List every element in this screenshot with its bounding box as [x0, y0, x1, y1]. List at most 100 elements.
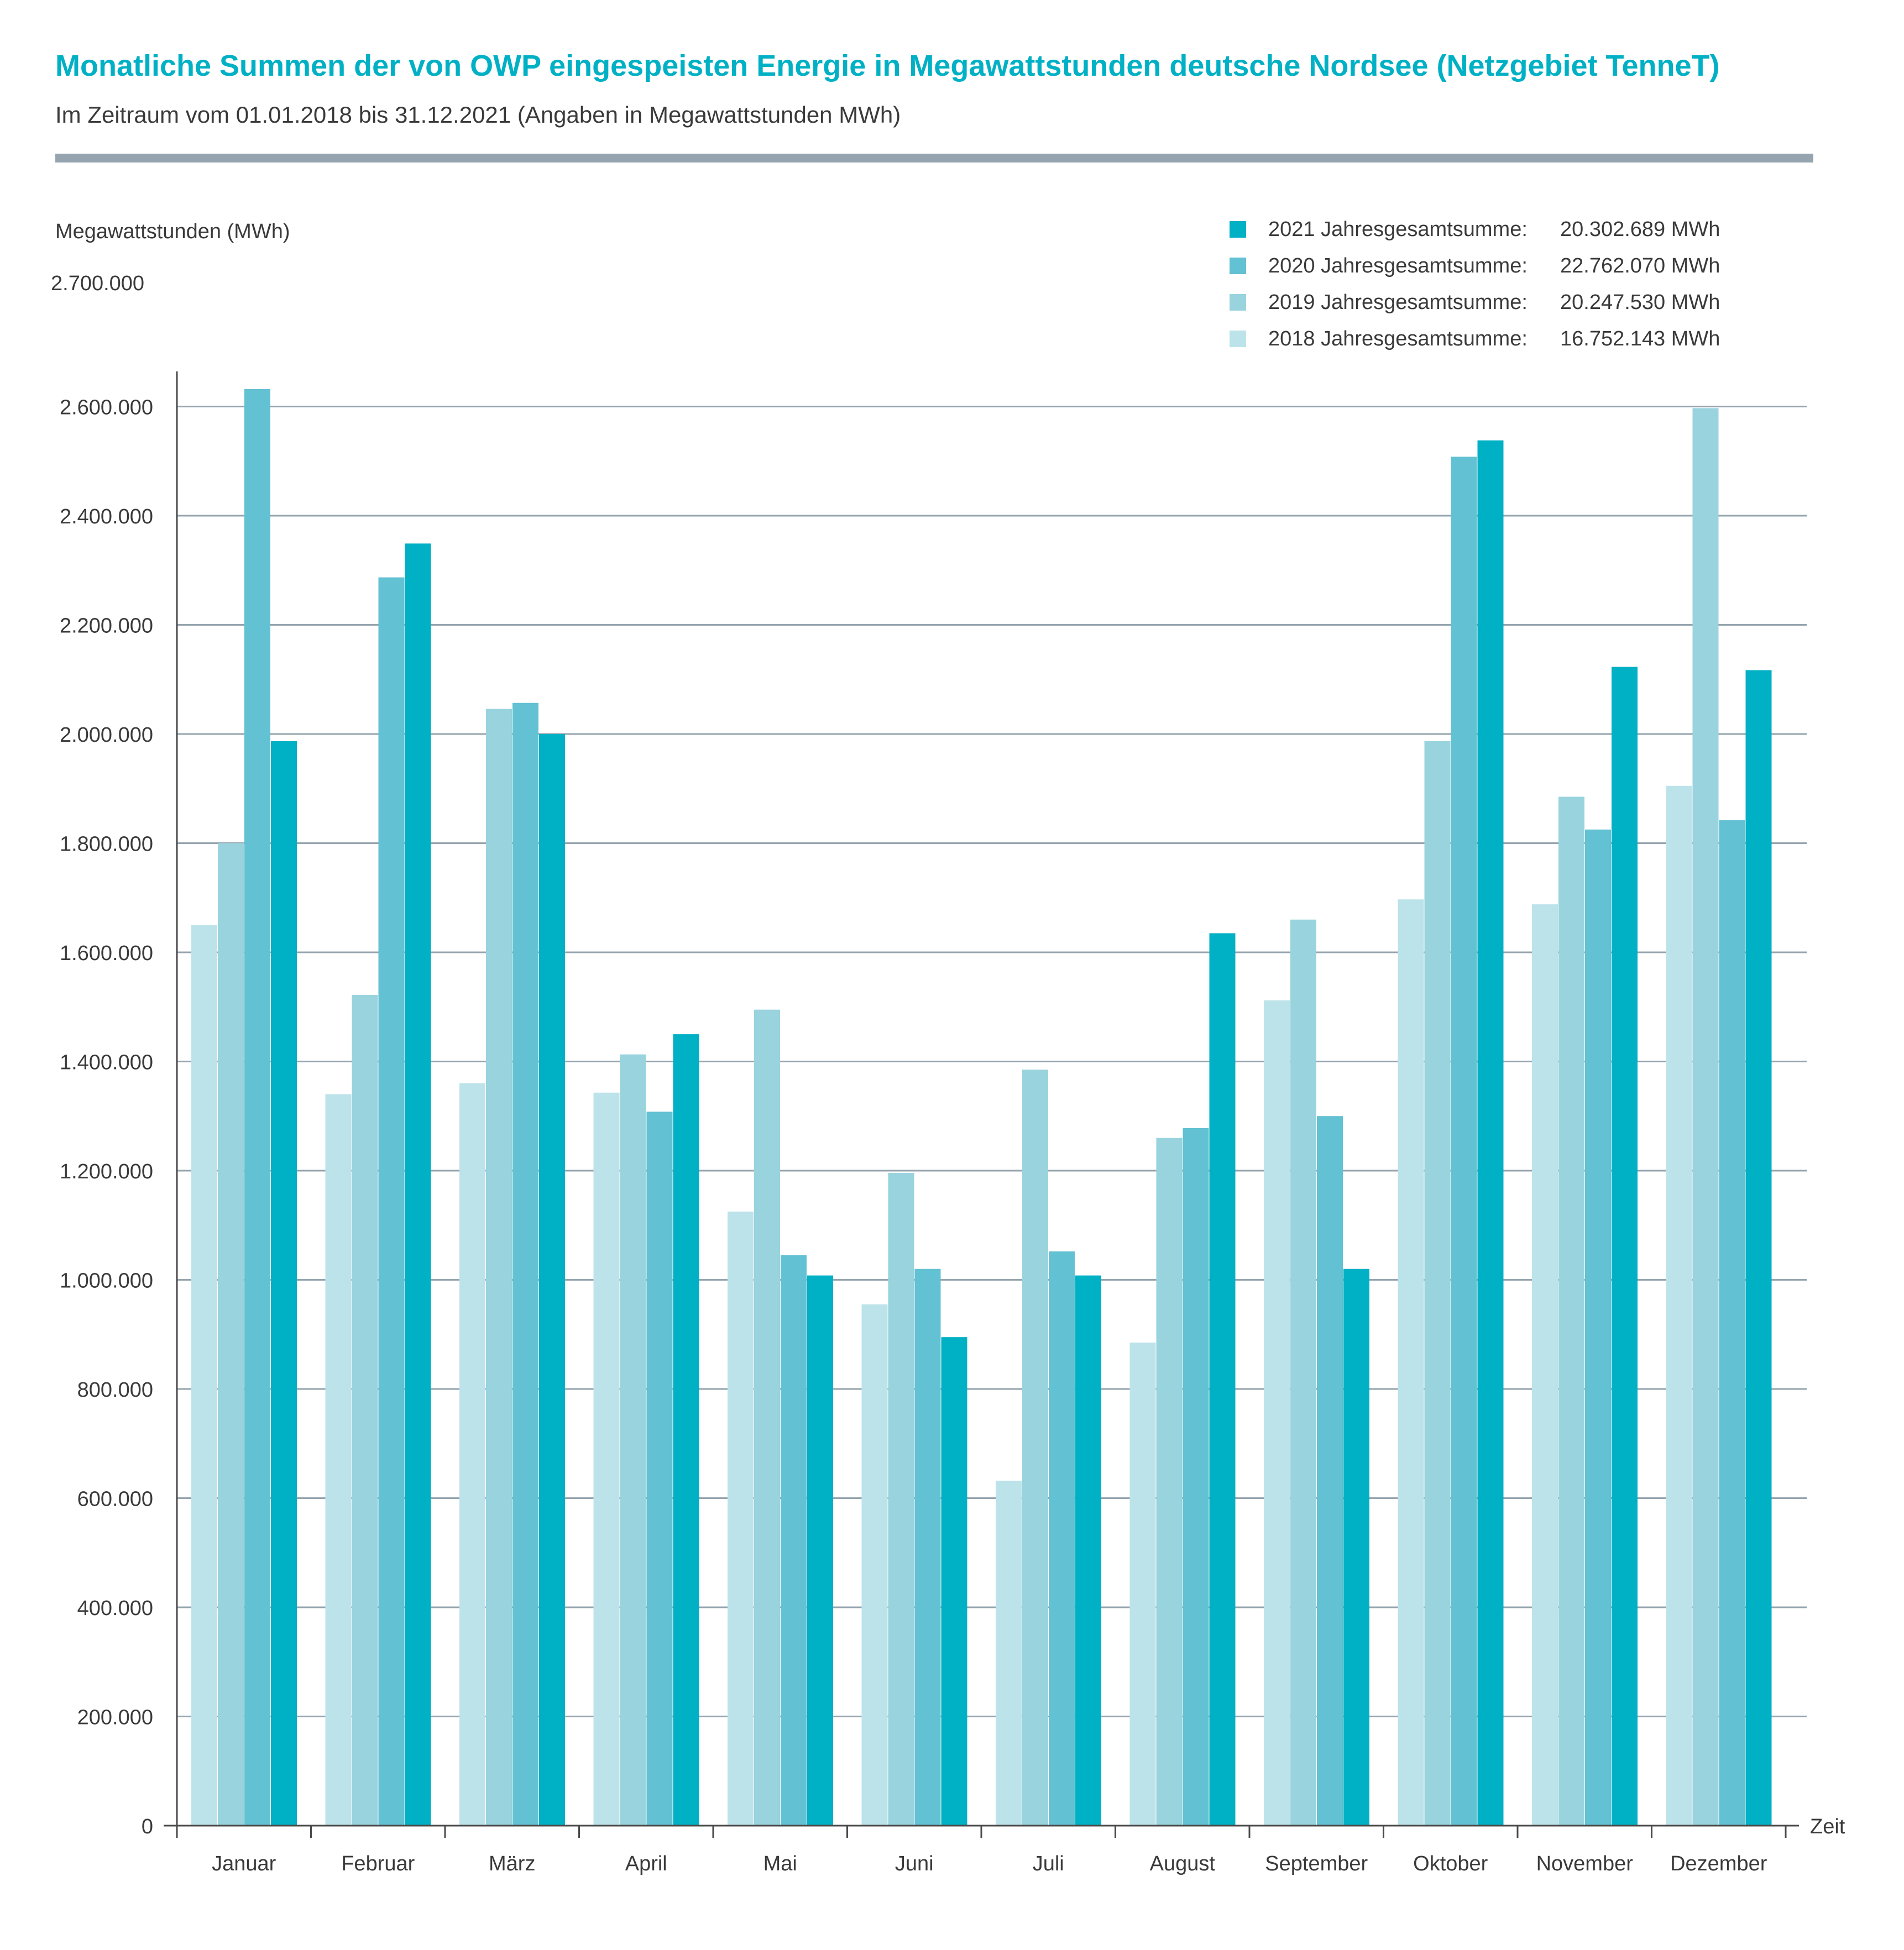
bar-2021-4 — [673, 1034, 699, 1826]
y-tick-label: 1.000.000 — [60, 1270, 153, 1293]
x-tick-label-4: April — [625, 1852, 667, 1875]
bar-2021-2 — [405, 543, 431, 1826]
x-tick-label-11: November — [1536, 1852, 1634, 1875]
bar-2021-1 — [271, 741, 297, 1826]
x-tick-label-1: Januar — [212, 1852, 276, 1875]
x-tick-label-6: Juni — [895, 1852, 934, 1875]
bar-2019-7 — [1022, 1070, 1048, 1826]
x-tick-label-9: September — [1265, 1852, 1368, 1875]
bar-2018-10 — [1398, 899, 1424, 1826]
y-tick-label: 1.600.000 — [60, 942, 153, 965]
bar-2018-7 — [996, 1480, 1022, 1826]
bar-2021-7 — [1075, 1275, 1101, 1826]
bar-2018-2 — [325, 1094, 352, 1826]
bar-2019-2 — [352, 995, 378, 1826]
bar-2019-12 — [1692, 408, 1719, 1826]
x-axis-label: Zeit — [1810, 1815, 1845, 1838]
bar-2020-6 — [914, 1268, 941, 1826]
bar-2021-3 — [539, 734, 565, 1826]
y-axis-top-label: 2.700.000 — [51, 272, 145, 295]
bar-2021-10 — [1477, 440, 1504, 1826]
x-tick-label-12: Dezember — [1670, 1852, 1767, 1875]
bar-2018-8 — [1129, 1343, 1156, 1826]
legend-label-2019: 2019 Jahresgesamtsumme: — [1268, 290, 1528, 314]
y-tick-label: 600.000 — [77, 1488, 153, 1511]
legend-swatch-2020 — [1230, 258, 1246, 274]
bar-2020-7 — [1049, 1251, 1075, 1826]
bar-2019-3 — [486, 709, 512, 1826]
bar-2019-8 — [1156, 1138, 1183, 1826]
legend-total-2019: 20.247.530 MWh — [1560, 290, 1720, 314]
bar-2020-2 — [378, 577, 405, 1826]
bar-2020-12 — [1719, 820, 1745, 1826]
y-tick-label: 2.000.000 — [60, 724, 153, 747]
y-tick-label: 1.200.000 — [60, 1160, 153, 1183]
bar-2018-3 — [459, 1083, 485, 1826]
bar-2021-8 — [1209, 933, 1236, 1826]
bar-2019-5 — [754, 1009, 780, 1826]
x-tick-label-10: Oktober — [1413, 1852, 1488, 1875]
bar-2018-11 — [1532, 904, 1558, 1826]
legend-swatch-2021 — [1230, 221, 1246, 238]
legend-item-2020: 2020 Jahresgesamtsumme: 22.762.070 MWh — [1230, 248, 1720, 284]
bar-2018-6 — [861, 1304, 888, 1826]
chart-subtitle: Im Zeitraum vom 01.01.2018 bis 31.12.202… — [55, 102, 901, 128]
legend-total-2020: 22.762.070 MWh — [1560, 254, 1720, 277]
bar-2020-5 — [781, 1255, 807, 1826]
bars — [191, 389, 1772, 1826]
bar-2020-9 — [1317, 1116, 1343, 1826]
bar-2021-12 — [1745, 670, 1772, 1826]
legend-swatch-2018 — [1230, 331, 1246, 347]
y-tick-label: 800.000 — [77, 1378, 153, 1402]
bar-2019-1 — [218, 843, 244, 1826]
y-tick-label: 1.400.000 — [60, 1051, 153, 1074]
legend-item-2018: 2018 Jahresgesamtsumme: 16.752.143 MWh — [1230, 321, 1720, 357]
legend-swatch-2019 — [1230, 294, 1246, 311]
bar-2018-12 — [1666, 785, 1692, 1826]
legend-label-2020: 2020 Jahresgesamtsumme: — [1268, 254, 1528, 277]
x-tick-label-8: August — [1150, 1852, 1216, 1875]
legend-item-2019: 2019 Jahresgesamtsumme: 20.247.530 MWh — [1230, 284, 1720, 321]
legend-label-2021: 2021 Jahresgesamtsumme: — [1268, 217, 1528, 241]
legend-item-2021: 2021 Jahresgesamtsumme: 20.302.689 MWh — [1230, 211, 1720, 248]
bar-2020-10 — [1451, 457, 1477, 1826]
y-tick-label: 2.600.000 — [60, 396, 153, 420]
legend-total-2018: 16.752.143 MWh — [1560, 327, 1720, 350]
bar-2020-4 — [646, 1112, 673, 1826]
y-tick-label: 2.400.000 — [60, 505, 153, 528]
axes — [164, 371, 1799, 1838]
legend-total-2021: 20.302.689 MWh — [1560, 217, 1720, 241]
bar-2020-11 — [1585, 829, 1611, 1826]
y-tick-label: 2.200.000 — [60, 615, 153, 638]
bar-2021-9 — [1343, 1268, 1369, 1826]
bar-2020-8 — [1183, 1128, 1209, 1826]
y-tick-labels: 0 200.000 400.000 600.000 800.000 1.000.000 1.… — [60, 396, 153, 1839]
bar-2019-6 — [888, 1172, 914, 1826]
x-tick-label-2: Februar — [341, 1852, 415, 1875]
legend-label-2018: 2018 Jahresgesamtsumme: — [1268, 327, 1528, 350]
y-tick-label: 200.000 — [77, 1706, 153, 1729]
x-tick-label-7: Juli — [1033, 1852, 1064, 1875]
bar-2019-11 — [1558, 796, 1584, 1826]
header-divider — [55, 154, 1813, 162]
x-tick-label-5: Mai — [763, 1852, 797, 1875]
bar-2018-4 — [593, 1092, 620, 1826]
bar-2018-1 — [191, 925, 217, 1826]
x-tick-labels: Zeit Januar Februar März April Mai Juni Juli Aug… — [212, 1815, 1845, 1875]
y-tick-label: 400.000 — [77, 1597, 153, 1620]
legend: 2021 Jahresgesamtsumme: 20.302.689 MWh 2… — [1230, 211, 1720, 357]
bar-2020-1 — [244, 389, 270, 1826]
y-axis-label: Megawattstunden (MWh) — [55, 220, 290, 243]
bar-2021-6 — [941, 1337, 967, 1826]
x-tick-label-3: März — [489, 1852, 535, 1875]
bar-2018-5 — [728, 1212, 754, 1826]
bar-2020-3 — [512, 703, 538, 1826]
bar-2019-10 — [1424, 741, 1451, 1826]
bar-2021-11 — [1612, 667, 1638, 1826]
bar-2021-5 — [807, 1275, 833, 1826]
y-tick-label: 0 — [142, 1815, 153, 1838]
bar-2018-9 — [1264, 1000, 1290, 1826]
bar-2019-4 — [620, 1054, 646, 1826]
bar-2019-9 — [1290, 919, 1316, 1826]
